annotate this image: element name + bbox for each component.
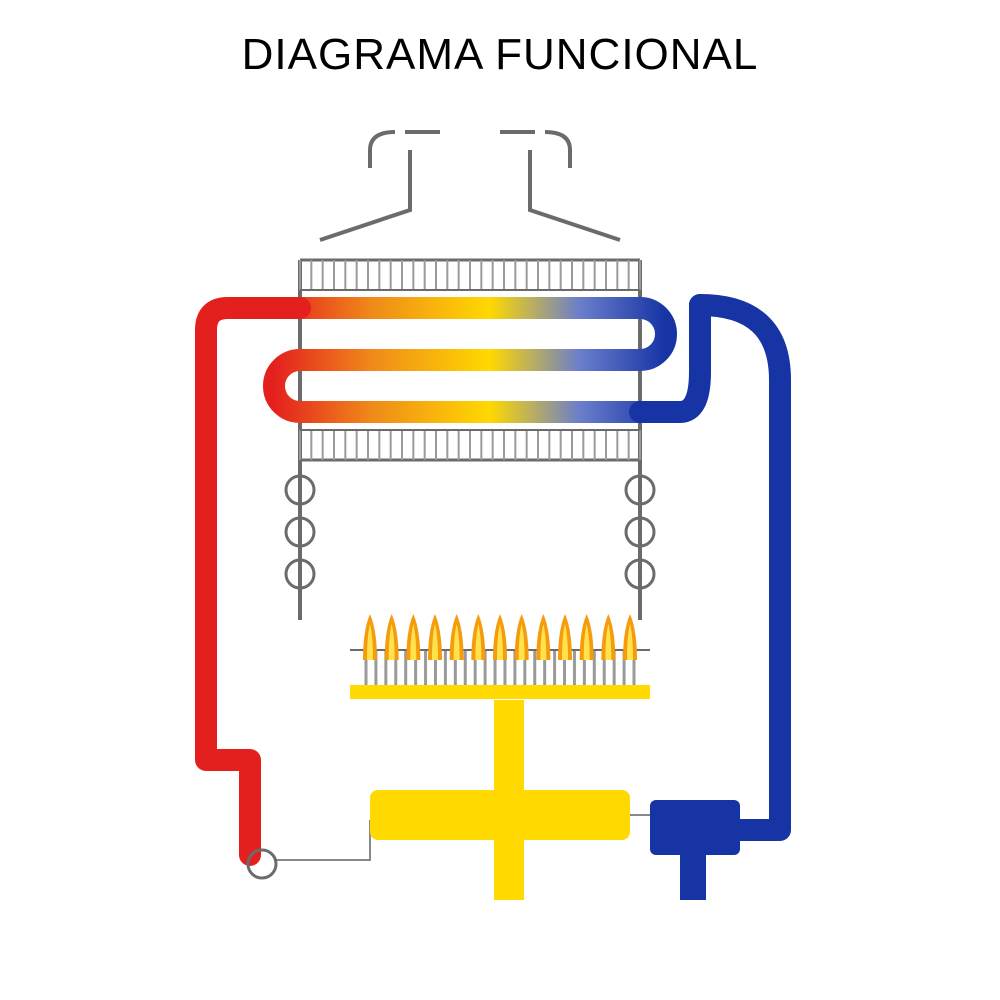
cold-water-pipe <box>700 305 780 830</box>
heating-coil <box>274 305 700 412</box>
cold-inlet-valve <box>650 800 740 900</box>
functional-diagram <box>0 0 1000 1000</box>
gas-valve <box>370 700 630 900</box>
hot-water-pipe <box>206 308 300 855</box>
flue-chimney <box>320 132 620 240</box>
side-rings <box>286 476 654 588</box>
burner <box>350 614 650 699</box>
page-title: DIAGRAMA FUNCIONAL <box>0 30 1000 80</box>
